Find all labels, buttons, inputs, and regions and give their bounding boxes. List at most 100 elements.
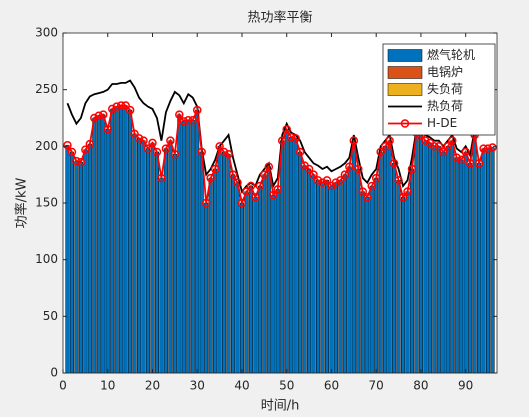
bar (105, 129, 110, 374)
bar (257, 185, 262, 374)
bar (405, 191, 410, 374)
bar (432, 146, 437, 374)
marker (143, 144, 153, 153)
bar (436, 146, 441, 374)
bar (226, 154, 231, 374)
x-axis-label: 时间/h (261, 399, 300, 414)
marker (354, 164, 363, 174)
bar (190, 120, 195, 374)
bar (486, 148, 491, 374)
bar (293, 138, 298, 374)
marker (434, 142, 444, 151)
legend-marker (400, 119, 410, 128)
bar (92, 117, 97, 374)
marker (246, 181, 256, 191)
marker (237, 198, 247, 208)
bar (284, 129, 289, 374)
marker (99, 110, 108, 119)
bar (472, 134, 477, 374)
bar (369, 185, 374, 374)
bar (418, 134, 423, 374)
y-tick-label: 200 (35, 139, 58, 153)
x-tick-label: 0 (59, 379, 67, 393)
bar (168, 140, 173, 374)
marker (456, 155, 466, 165)
marker (107, 104, 117, 114)
marker (121, 101, 130, 110)
marker (175, 110, 184, 119)
marker (322, 176, 332, 185)
marker (219, 147, 229, 157)
x-tick-label: 10 (100, 379, 115, 393)
marker (389, 159, 399, 168)
bar (441, 151, 446, 374)
y-tick-label: 300 (35, 26, 58, 40)
bar (145, 148, 151, 374)
marker (112, 102, 121, 111)
marker (85, 139, 95, 149)
x-tick-label: 40 (234, 379, 249, 393)
bar (289, 137, 294, 374)
marker (421, 136, 430, 145)
bar (324, 180, 330, 374)
marker (318, 178, 327, 187)
marker (385, 136, 394, 145)
bar (244, 191, 249, 374)
line (66, 104, 493, 207)
marker (125, 105, 135, 115)
marker (157, 173, 166, 183)
bar (333, 182, 338, 374)
bar (450, 140, 455, 374)
y-tick-label: 150 (35, 196, 58, 210)
bar (114, 106, 119, 374)
marker (90, 113, 99, 123)
bar (302, 165, 307, 374)
marker (304, 164, 314, 174)
bar (374, 177, 379, 374)
x-tick-label: 90 (458, 379, 473, 393)
bar (351, 140, 356, 374)
marker (206, 173, 215, 183)
bar (454, 157, 459, 374)
bar (401, 197, 406, 374)
bar (445, 146, 450, 374)
marker (197, 147, 206, 157)
y-tick-label: 50 (43, 309, 58, 323)
marker (362, 193, 372, 202)
marker (309, 170, 318, 179)
bar (298, 151, 303, 374)
bar (78, 161, 83, 374)
bar (74, 160, 79, 374)
y-tick-label: 250 (35, 82, 58, 96)
marker (67, 147, 77, 157)
bar (360, 191, 365, 374)
marker (277, 136, 287, 145)
marker (367, 181, 376, 191)
marker (76, 157, 86, 167)
marker (188, 116, 198, 125)
bar (423, 140, 428, 374)
x-tick-label: 70 (369, 379, 384, 393)
bar (477, 163, 482, 374)
bar (253, 197, 258, 374)
marker (184, 116, 193, 125)
bar (154, 151, 159, 374)
marker (201, 198, 211, 208)
marker (358, 187, 368, 196)
marker (331, 178, 341, 187)
bar (338, 180, 343, 374)
marker (72, 156, 81, 166)
marker (313, 176, 323, 185)
marker (291, 134, 300, 143)
marker (116, 101, 126, 110)
bar (181, 121, 186, 374)
marker (407, 164, 417, 174)
bar (239, 202, 245, 374)
bar (199, 151, 204, 374)
chart-title: 热功率平衡 (247, 10, 312, 26)
legend-label: 电锅炉 (427, 64, 463, 79)
marker (403, 187, 412, 196)
marker (286, 133, 296, 142)
y-tick-label: 0 (50, 366, 58, 380)
